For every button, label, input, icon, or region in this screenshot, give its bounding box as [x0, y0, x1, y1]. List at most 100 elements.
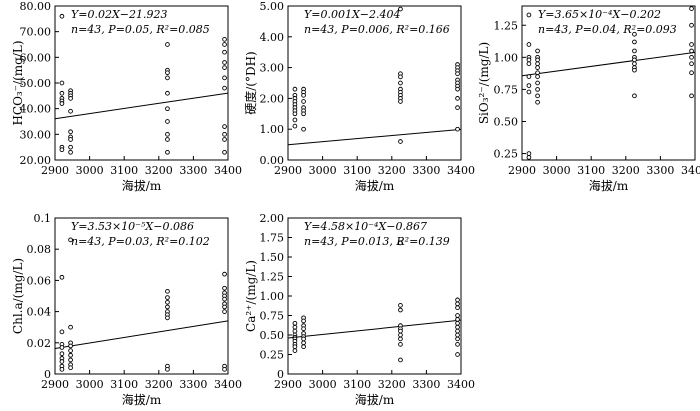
- data-point: [398, 99, 403, 104]
- data-point: [301, 99, 306, 104]
- data-point: [222, 296, 227, 302]
- data-point: [689, 48, 694, 54]
- data-point: [398, 328, 403, 334]
- y-tick-label: 50.00: [20, 77, 52, 90]
- y-tick-label: 0.1: [34, 212, 52, 225]
- regression-line: [287, 128, 462, 146]
- y-tick-label: 0.08: [27, 243, 52, 256]
- y-tick-label: 5.00: [260, 0, 285, 13]
- y-tick-label: 2.00: [260, 92, 285, 105]
- data-point: [59, 359, 65, 364]
- data-point: [68, 352, 73, 358]
- data-point: [455, 336, 460, 342]
- data-point: [632, 31, 637, 37]
- y-tick-label: 1.00: [260, 123, 285, 136]
- data-point: [301, 326, 306, 332]
- data-point: [222, 137, 227, 142]
- x-axis-label: 海拔/m: [122, 392, 162, 407]
- data-point: [68, 237, 73, 243]
- data-point: [398, 6, 403, 12]
- data-point: [165, 131, 170, 137]
- plot-frame: [521, 5, 696, 161]
- data-point: [535, 93, 540, 99]
- data-point: [68, 324, 73, 330]
- chart-panel-4: 2900 3000 3100 3200 3300 3400 0 0.02 0.04 0.06 0.0…: [11, 212, 242, 407]
- data-point: [526, 57, 532, 63]
- regression-annotation: Y=4.58×10⁻⁴X−0.867: [304, 220, 427, 233]
- data-point: [165, 70, 170, 76]
- data-point: [526, 83, 532, 88]
- data-point: [689, 70, 694, 76]
- x-tick-label: 3300: [412, 378, 440, 391]
- data-point: [535, 74, 540, 79]
- data-point: [222, 366, 227, 372]
- y-tick-label: 0.00: [260, 154, 285, 167]
- x-tick-label: 3300: [179, 164, 207, 177]
- data-point: [165, 288, 170, 294]
- data-point: [222, 131, 227, 137]
- data-point: [165, 119, 170, 124]
- data-point: [398, 80, 403, 86]
- x-tick-label: 3000: [543, 164, 571, 177]
- x-tick-label: 3400: [681, 164, 700, 177]
- data-point: [455, 313, 460, 318]
- y-tick-label: 80.00: [20, 0, 52, 13]
- data-point: [526, 42, 532, 47]
- data-point: [526, 12, 532, 18]
- data-point: [455, 332, 460, 338]
- data-point: [165, 315, 170, 321]
- x-tick-label: 3200: [145, 164, 173, 177]
- data-point: [455, 305, 460, 311]
- y-tick-label: 1.25: [494, 19, 519, 32]
- y-tick-label: 0.50: [260, 329, 285, 342]
- data-point: [455, 71, 460, 77]
- data-point: [165, 366, 170, 372]
- data-point: [292, 111, 298, 117]
- data-point: [59, 90, 65, 96]
- data-point: [68, 144, 73, 150]
- data-point: [222, 304, 227, 310]
- data-point: [292, 117, 298, 123]
- data-point: [292, 328, 298, 334]
- x-tick-label: 3000: [309, 378, 337, 391]
- data-point: [165, 75, 170, 81]
- data-point: [222, 271, 227, 277]
- data-point: [535, 57, 540, 63]
- regression-annotation: Y=3.65×10⁻⁴X−0.202: [538, 8, 661, 21]
- data-point: [165, 90, 170, 96]
- y-axis-label: SiO₃²⁻/(mg/L): [477, 42, 491, 124]
- data-point: [632, 48, 637, 54]
- y-tick-label: 30.00: [20, 128, 52, 141]
- y-tick-label: 1.50: [260, 251, 285, 264]
- y-axis-label: Chl.a/(mg/L): [11, 258, 25, 334]
- x-tick-label: 3100: [577, 164, 605, 177]
- data-point: [68, 357, 73, 363]
- data-point: [222, 75, 227, 81]
- data-point: [455, 328, 460, 334]
- data-point: [689, 54, 694, 60]
- y-tick-label: 1.00: [260, 290, 285, 303]
- data-point: [455, 105, 460, 110]
- data-point: [165, 106, 170, 112]
- x-tick-label: 2900: [508, 164, 536, 177]
- y-tick-label: 40.00: [20, 103, 52, 116]
- regression-line: [521, 51, 696, 77]
- data-point: [59, 147, 65, 153]
- regression-annotation: Y=3.53×10⁻⁵X−0.086: [71, 220, 194, 233]
- data-point: [455, 324, 460, 330]
- y-tick-label: 0: [277, 368, 284, 381]
- data-point: [398, 336, 403, 342]
- data-point: [222, 309, 227, 314]
- data-point: [165, 42, 170, 47]
- data-point: [292, 320, 298, 326]
- data-point: [222, 49, 227, 55]
- data-point: [59, 329, 65, 335]
- chart-panel-5: 2900 3000 3100 3200 3300 3400 0 0.25 0.50 0.75 1.0…: [244, 212, 475, 407]
- data-point: [222, 149, 227, 155]
- x-axis-label: 海拔/m: [355, 392, 395, 407]
- data-point: [455, 126, 460, 132]
- data-point: [222, 85, 227, 91]
- data-point: [68, 96, 73, 101]
- data-point: [59, 101, 65, 106]
